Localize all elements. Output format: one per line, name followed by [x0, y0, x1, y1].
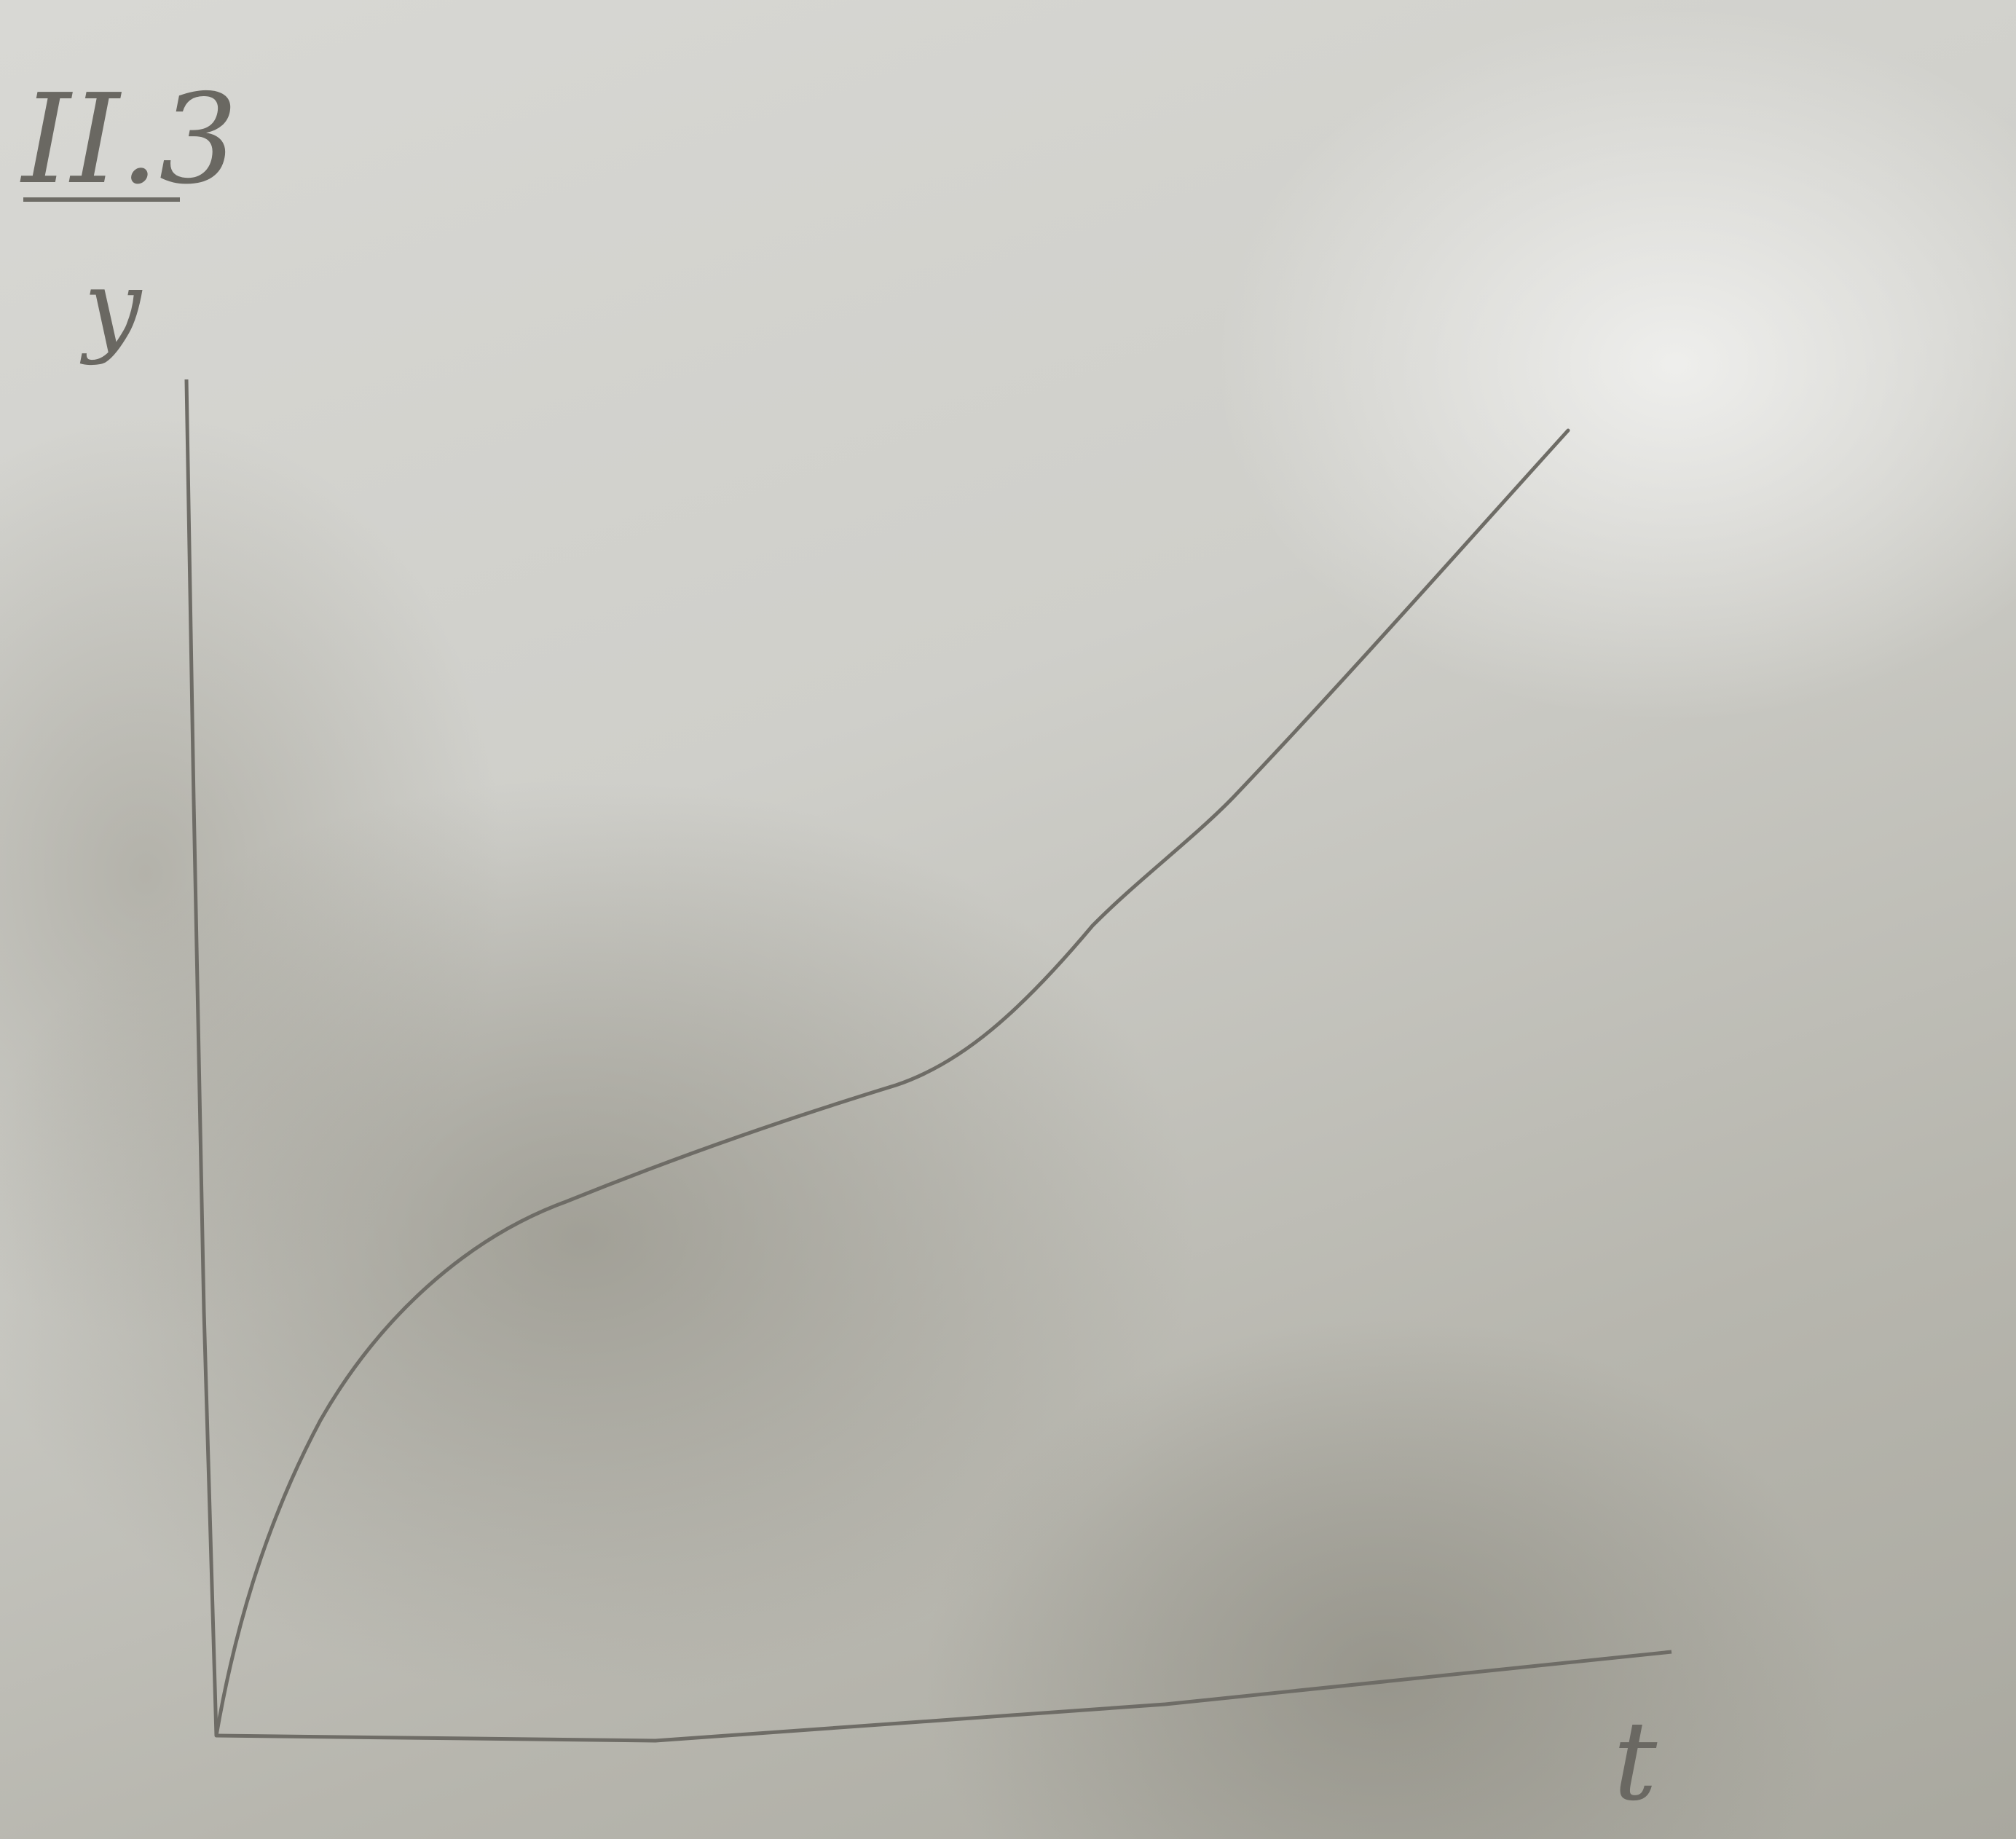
x-axis-label: t — [1613, 1698, 1658, 1825]
y-axis-label: y — [79, 248, 143, 367]
curve — [214, 428, 1570, 1738]
figure-label: II.3 — [20, 68, 238, 212]
y-axis — [184, 379, 218, 1736]
x-axis — [216, 1650, 1672, 1743]
